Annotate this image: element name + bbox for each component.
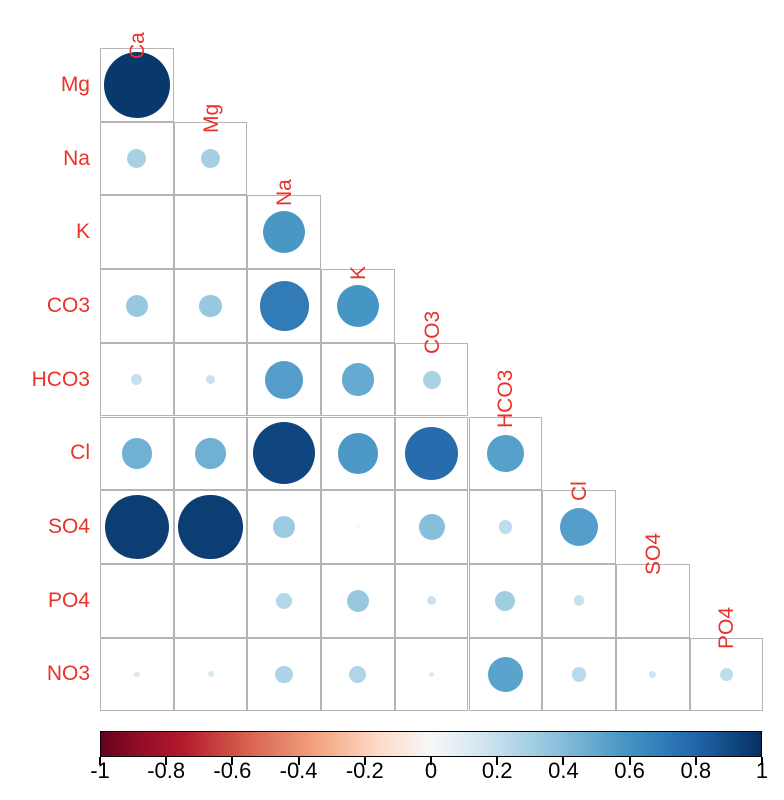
row-label-mg: Mg xyxy=(60,72,90,96)
correlation-dot xyxy=(341,363,375,396)
correlation-dot xyxy=(349,665,367,683)
column-label-so4: SO4 xyxy=(641,532,665,575)
colorbar-gradient xyxy=(100,731,762,757)
correlation-dot xyxy=(200,148,221,169)
column-label-mg: Mg xyxy=(199,103,223,133)
colorbar-tick-label: 0.2 xyxy=(481,758,513,783)
colorbar-tick-label: 0.4 xyxy=(548,758,579,783)
correlation-dot xyxy=(560,508,598,546)
colorbar-legend xyxy=(99,731,763,765)
correlation-dot xyxy=(356,525,360,529)
colorbar-tick xyxy=(761,757,763,765)
correlation-dot xyxy=(649,670,657,679)
colorbar-tick xyxy=(165,757,168,765)
correlation-dot xyxy=(125,294,148,318)
correlation-dot xyxy=(418,514,445,540)
correlation-dot xyxy=(429,672,434,677)
column-label-cl: Cl xyxy=(568,481,592,502)
colorbar-tick xyxy=(231,757,234,765)
colorbar-tick xyxy=(430,757,432,765)
column-label-co3: CO3 xyxy=(420,310,444,354)
colorbar-tick xyxy=(628,757,631,765)
row-label-co3: CO3 xyxy=(46,293,90,317)
correlation-dot xyxy=(207,671,214,678)
correlation-dot xyxy=(104,52,170,118)
column-label-k: K xyxy=(346,266,370,281)
colorbar-tick-label: -0.4 xyxy=(279,758,318,783)
row-label-po4: PO4 xyxy=(47,588,90,612)
correlation-dot xyxy=(573,595,585,607)
colorbar-tick xyxy=(694,757,697,765)
colorbar-tick xyxy=(363,757,366,765)
correlation-dot xyxy=(210,600,211,602)
correlation-dot xyxy=(259,281,309,331)
colorbar-tick xyxy=(99,757,101,765)
correlation-dot xyxy=(205,374,216,385)
colorbar-tick-label: 0 xyxy=(424,758,438,783)
correlation-dot xyxy=(121,438,153,469)
column-label-ca: Ca xyxy=(125,32,149,59)
colorbar-tick-label: 0.8 xyxy=(680,758,712,783)
column-label-na: Na xyxy=(273,179,297,207)
correlation-dot xyxy=(178,494,243,560)
colorbar-tick-label: 0.6 xyxy=(614,758,645,783)
correlation-dot xyxy=(498,520,513,534)
correlation-dot xyxy=(136,231,138,233)
correlation-dot xyxy=(265,360,304,399)
colorbar-tick-label: -0.6 xyxy=(213,758,252,783)
row-label-so4: SO4 xyxy=(47,515,90,539)
matrix-cell xyxy=(321,269,395,343)
correlation-dot xyxy=(104,494,169,560)
correlation-dot xyxy=(195,438,226,469)
column-label-hco3: HCO3 xyxy=(494,369,518,428)
row-label-cl: Cl xyxy=(70,441,90,465)
correlation-dot xyxy=(276,592,293,609)
colorbar-tick xyxy=(562,757,565,765)
row-label-hco3: HCO3 xyxy=(31,367,90,391)
correlation-dot xyxy=(273,516,296,538)
correlation-dot xyxy=(275,665,294,684)
correlation-dot xyxy=(336,284,380,328)
correlation-dot xyxy=(199,294,222,318)
correlation-dot xyxy=(571,667,587,682)
correlation-dot xyxy=(422,370,441,389)
correlation-dot xyxy=(487,435,524,472)
matrix-cell xyxy=(173,195,248,270)
correlation-dot xyxy=(487,656,523,693)
correlation-dot xyxy=(131,374,143,386)
correlation-dot xyxy=(346,589,370,612)
correlation-dot xyxy=(136,600,138,602)
matrix-cell xyxy=(321,637,395,712)
correlation-dot xyxy=(263,211,306,254)
correlation-dot xyxy=(405,426,459,480)
colorbar-tick-label: 1 xyxy=(755,758,769,783)
row-label-k: K xyxy=(75,220,90,244)
correlation-dot xyxy=(134,671,140,678)
colorbar-tick-label: -0.8 xyxy=(147,758,186,783)
matrix-cell xyxy=(615,563,690,638)
colorbar-tick-label: -0.2 xyxy=(345,758,384,783)
matrix-cell xyxy=(100,563,174,638)
matrix-cell xyxy=(321,490,395,564)
correlation-dot xyxy=(426,596,437,606)
matrix-cell xyxy=(468,416,543,491)
row-label-na: Na xyxy=(63,146,90,170)
correlation-dot xyxy=(719,667,734,682)
colorbar-tick xyxy=(496,757,499,765)
correlation-dot xyxy=(127,149,147,169)
correlation-dot xyxy=(337,433,379,474)
colorbar-tick xyxy=(297,757,300,765)
correlation-dot xyxy=(495,590,516,611)
matrix-cell xyxy=(394,637,469,712)
row-label-no3: NO3 xyxy=(46,662,90,686)
colorbar-tick-label: -1 xyxy=(90,758,110,783)
correlation-dot xyxy=(253,422,316,485)
matrix-cell xyxy=(247,195,322,270)
column-label-po4: PO4 xyxy=(715,606,739,649)
